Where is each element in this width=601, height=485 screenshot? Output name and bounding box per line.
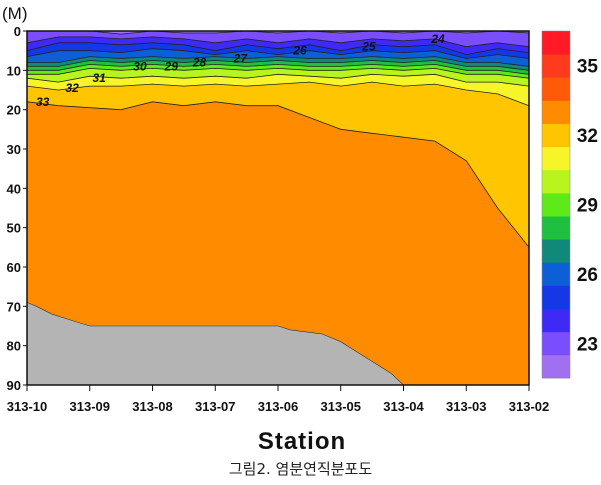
colorbar-legend: 23 26 29 32 35: [541, 30, 599, 379]
station-tick-label: 313-09: [70, 399, 110, 414]
band-22-23: [27, 31, 529, 35]
figure-caption: 그림2. 염분연직분포도: [228, 460, 373, 478]
contour-label-27: 27: [233, 52, 249, 66]
depth-tick-label: 20: [7, 103, 21, 118]
colorbar-swatch: [542, 239, 570, 263]
contour-label-24: 24: [430, 32, 445, 46]
contour-labels: 24 25 26 27 28 29 30 31 32 33: [36, 32, 445, 109]
station-tick-label: 313-08: [132, 399, 172, 414]
isoline-30: [27, 67, 530, 79]
isoline-31: [26, 73, 530, 87]
depth-tick-label: 90: [7, 378, 21, 393]
station-tick-label: 313-07: [195, 399, 235, 414]
station-tick-label: 313-06: [258, 399, 298, 414]
colorbar-swatch: [542, 54, 570, 78]
contour-label-29: 29: [164, 59, 179, 73]
depth-axis: 0 10 20 30 40 50 60 70 80 90: [7, 24, 27, 393]
depth-tick-label: 10: [7, 63, 21, 78]
contour-label-26: 26: [292, 44, 307, 58]
y-axis-unit-label: (M): [2, 4, 27, 23]
depth-tick-label: 60: [7, 260, 21, 275]
salinity-section-chart: (M) 24 25 26 27 28 29 30 31 32 33 0 10 20 30 40 50 60 70…: [2, 4, 599, 455]
isoline-25: [26, 42, 530, 56]
x-axis-title: Station: [258, 428, 346, 455]
colorbar-swatch: [542, 331, 570, 356]
colorbar-swatch: [542, 77, 570, 101]
band-23-24: [27, 31, 529, 47]
colorbar-tick-label: 29: [577, 196, 598, 217]
colorbar-tick-label: 32: [577, 126, 598, 147]
colorbar-frame: [541, 30, 571, 379]
depth-tick-label: 50: [7, 221, 21, 236]
station-tick-label: 313-03: [446, 399, 486, 414]
colorbar-tick-label: 23: [577, 334, 598, 355]
contour-label-25: 25: [361, 40, 376, 54]
isoline-26: [26, 48, 530, 59]
station-tick-label: 313-04: [383, 399, 424, 414]
colorbar-swatch: [542, 216, 570, 240]
depth-tick-label: 70: [7, 299, 21, 314]
station-tick-label: 313-10: [7, 399, 47, 414]
colorbar-swatch: [542, 308, 570, 333]
station-axis: 313-10 313-09 313-08 313-07 313-06 313-05 313-…: [7, 385, 549, 414]
colorbar-tick-label: 35: [577, 57, 599, 78]
isoline-24: [26, 36, 530, 48]
contour-label-31: 31: [92, 71, 106, 85]
isoline-27: [27, 56, 530, 67]
isoline-33: [26, 101, 530, 248]
isoline-29: [27, 63, 530, 75]
station-tick-label: 313-05: [321, 399, 361, 414]
colorbar-swatch: [542, 285, 570, 309]
seabed-area: [26, 301, 405, 386]
colorbar-swatch: [542, 146, 570, 171]
contour-label-30: 30: [133, 59, 147, 73]
colorbar-swatch: [542, 262, 570, 286]
isoline-32: [26, 81, 530, 107]
station-tick-label: 313-02: [509, 399, 549, 414]
contour-label-32: 32: [66, 81, 80, 95]
depth-tick-label: 80: [7, 339, 21, 354]
contour-label-33: 33: [36, 95, 50, 109]
colorbar-swatch: [542, 31, 570, 55]
depth-tick-label: 30: [7, 142, 21, 157]
isoline-28: [27, 60, 530, 71]
depth-tick-label: 40: [7, 181, 21, 196]
colorbar-tick-label: 26: [577, 265, 598, 286]
colorbar-swatch: [542, 100, 570, 124]
colorbar-swatch: [542, 354, 570, 379]
seabed-polygon: [26, 301, 405, 386]
salinity-isolines: [26, 30, 530, 248]
colorbar-swatch: [542, 192, 570, 217]
contour-label-28: 28: [192, 55, 207, 69]
colorbar-swatch: [542, 169, 570, 194]
colorbar-swatch: [542, 123, 570, 148]
salinity-contour-fill: [27, 31, 529, 385]
depth-tick-label: 0: [14, 24, 21, 39]
